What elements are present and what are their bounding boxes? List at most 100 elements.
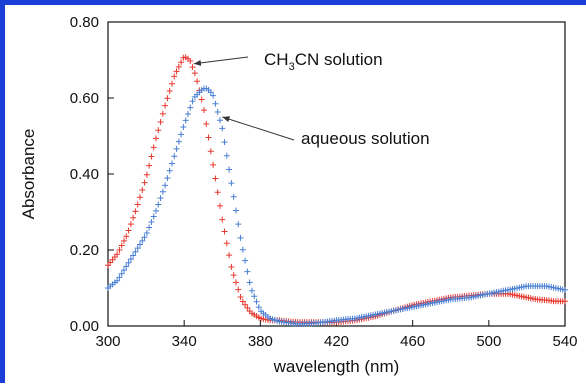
x-tick-label: 380 (248, 333, 273, 350)
data-point (221, 228, 228, 235)
data-point (210, 92, 217, 99)
data-point (187, 58, 194, 65)
data-point (159, 188, 166, 195)
data-point (214, 189, 221, 196)
data-point (114, 251, 121, 258)
data-point (189, 64, 196, 71)
annotation-label: CH3CN solution (264, 50, 383, 73)
data-point (173, 68, 180, 75)
series-0 (105, 54, 568, 326)
absorbance-chart: 300 340 380 420 460 500 540 0.000.200.400.600.… (19, 14, 578, 376)
data-point (189, 98, 196, 105)
data-point (164, 175, 171, 182)
data-point (175, 138, 182, 145)
data-point (230, 193, 237, 200)
y-tick-label: 0.40 (70, 166, 99, 183)
y-tick-label: 0.20 (70, 242, 99, 259)
data-point (210, 161, 217, 168)
y-tick-label: 0.60 (70, 90, 99, 107)
data-point (125, 259, 132, 266)
data-point (242, 257, 249, 264)
data-point (216, 202, 223, 209)
data-point (205, 134, 212, 141)
data-point (132, 248, 139, 255)
data-point (230, 272, 237, 279)
data-point (139, 237, 146, 244)
series-1 (105, 85, 568, 328)
data-point (166, 167, 173, 174)
data-point (143, 229, 150, 236)
data-point (187, 104, 194, 111)
annotation-0: CH3CN solution (193, 50, 383, 73)
data-point (212, 175, 219, 182)
data-point (116, 247, 123, 253)
data-point (171, 153, 178, 160)
data-point (194, 78, 201, 85)
annotations: CH3CN solution aqueous solution (193, 50, 430, 148)
data-point (141, 234, 148, 241)
data-point (244, 268, 251, 275)
data-point (146, 224, 153, 231)
data-point (182, 117, 189, 124)
data-point (118, 242, 125, 249)
data-point (239, 298, 246, 305)
data-point (228, 180, 235, 187)
data-point (162, 102, 169, 109)
data-point (223, 240, 230, 247)
data-point (207, 148, 214, 155)
annotation-arrow-line (193, 56, 249, 65)
data-point (159, 110, 166, 117)
data-point (246, 279, 253, 286)
annotation-label: aqueous solution (301, 129, 430, 148)
annotation-arrow-line (222, 116, 295, 141)
data-point (168, 160, 175, 167)
x-tick-label: 420 (324, 333, 349, 350)
data-point (127, 221, 134, 228)
data-point (123, 233, 130, 240)
data-point (143, 171, 150, 178)
data-point (120, 237, 127, 244)
annotation-arrowhead (193, 59, 202, 66)
annotation-arrowhead (222, 116, 231, 122)
data-point (132, 208, 139, 215)
data-series (105, 54, 568, 328)
data-point (255, 304, 262, 311)
data-point (221, 139, 228, 146)
data-point (207, 89, 214, 96)
data-point (155, 201, 162, 208)
data-point (134, 201, 141, 208)
data-point (562, 298, 568, 305)
data-point (180, 124, 187, 131)
data-point (562, 286, 568, 293)
data-point (253, 298, 260, 305)
data-point (162, 182, 169, 189)
data-point (130, 252, 137, 259)
data-point (120, 267, 127, 274)
data-point (141, 179, 148, 186)
data-point (116, 274, 123, 281)
data-point (123, 263, 130, 270)
data-point (166, 88, 173, 95)
data-point (178, 131, 185, 138)
data-point (148, 153, 155, 160)
annotation-1: aqueous solution (222, 116, 430, 148)
data-point (130, 214, 137, 221)
data-point (251, 293, 258, 300)
data-point (127, 256, 134, 263)
data-point (178, 59, 185, 66)
x-tick-label: 540 (552, 333, 577, 350)
data-point (155, 127, 162, 134)
data-point (125, 227, 132, 234)
y-tick-label: 0.80 (70, 14, 99, 31)
data-point (200, 107, 207, 114)
data-point (235, 221, 242, 228)
data-point (228, 264, 235, 271)
data-point (223, 152, 230, 159)
data-point (157, 119, 164, 126)
data-point (242, 301, 249, 308)
data-point (139, 186, 146, 193)
x-tick-label: 460 (400, 333, 425, 350)
data-point (239, 246, 246, 253)
data-point (219, 125, 226, 132)
